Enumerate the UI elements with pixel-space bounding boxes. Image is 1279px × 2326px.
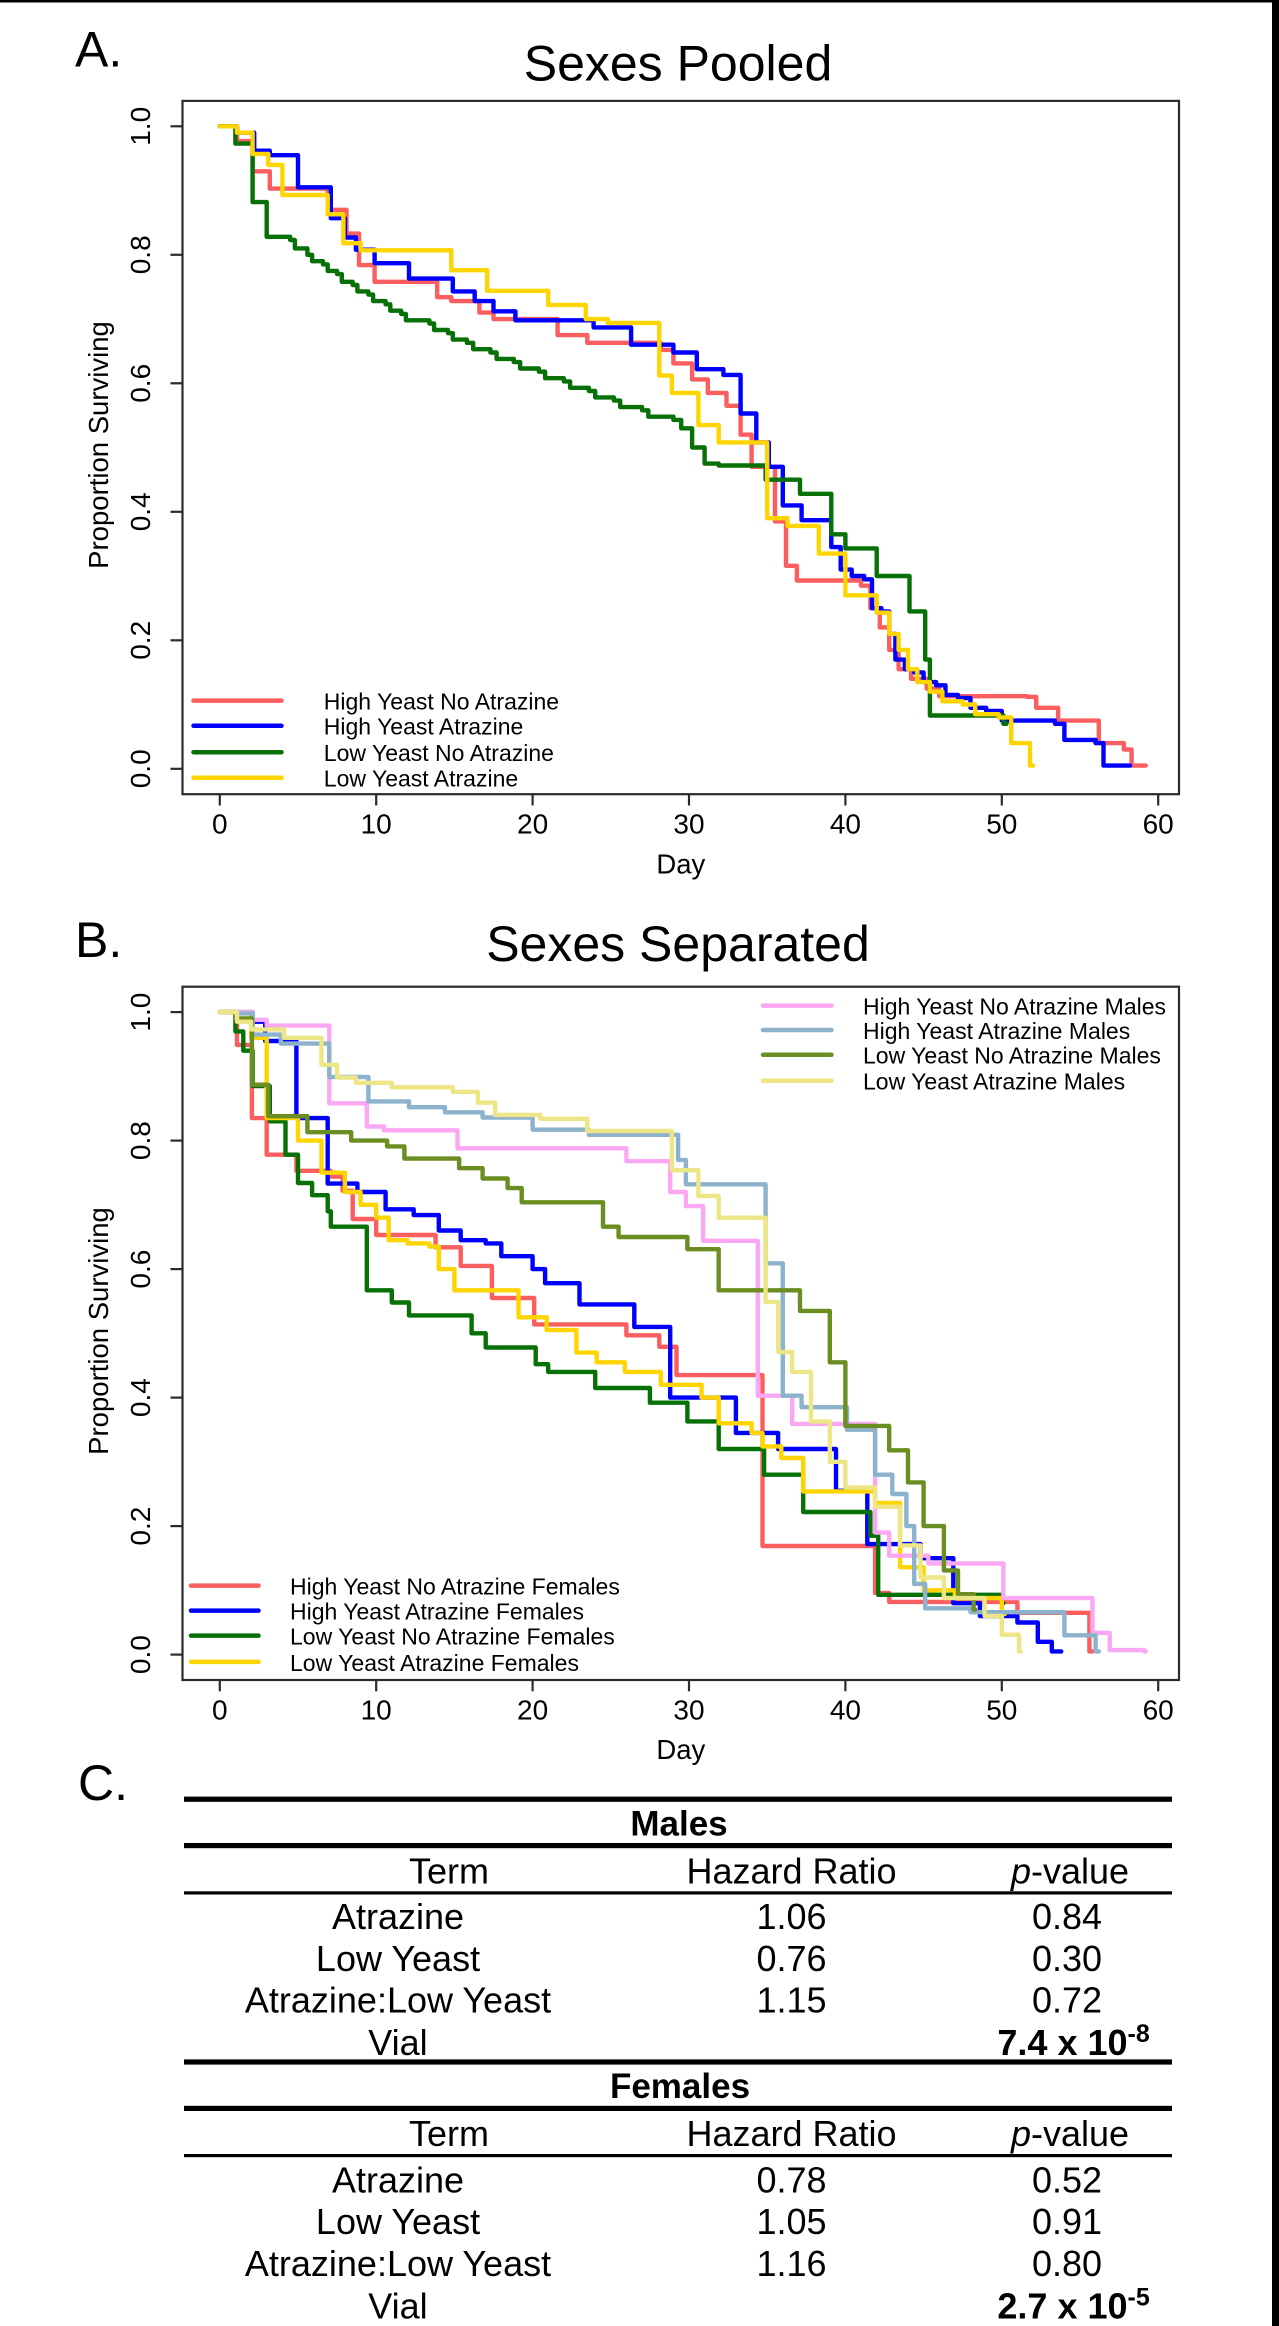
- svg-text:40: 40: [830, 1695, 861, 1726]
- svg-text:Low Yeast No Atrazine Males: Low Yeast No Atrazine Males: [863, 1043, 1161, 1069]
- svg-text:Atrazine:Low Yeast: Atrazine:Low Yeast: [245, 2243, 551, 2284]
- svg-text:High Yeast No Atrazine Males: High Yeast No Atrazine Males: [863, 994, 1166, 1020]
- svg-text:10: 10: [361, 809, 392, 840]
- svg-text:B.: B.: [75, 912, 122, 968]
- svg-text:60: 60: [1143, 809, 1174, 840]
- svg-text:1.16: 1.16: [756, 2243, 826, 2284]
- svg-text:High Yeast Atrazine: High Yeast Atrazine: [324, 714, 523, 740]
- svg-text:0.52: 0.52: [1032, 2159, 1102, 2200]
- svg-text:Males: Males: [630, 1805, 727, 1844]
- svg-text:30: 30: [673, 1695, 704, 1726]
- svg-text:Low Yeast: Low Yeast: [316, 1938, 480, 1979]
- svg-text:A.: A.: [75, 22, 122, 78]
- svg-text:C.: C.: [78, 1755, 128, 1811]
- svg-text:1.06: 1.06: [756, 1896, 826, 1937]
- svg-text:0.84: 0.84: [1032, 1896, 1102, 1937]
- svg-text:30: 30: [673, 809, 704, 840]
- svg-text:0.30: 0.30: [1032, 1938, 1102, 1979]
- svg-text:60: 60: [1143, 1695, 1174, 1726]
- svg-text:Low Yeast: Low Yeast: [316, 2201, 480, 2242]
- svg-text:0.2: 0.2: [125, 621, 156, 660]
- svg-text:Low Yeast No Atrazine Females: Low Yeast No Atrazine Females: [290, 1624, 615, 1650]
- svg-text:2.7 x 10-5: 2.7 x 10-5: [997, 2284, 1149, 2326]
- svg-text:Sexes Pooled: Sexes Pooled: [524, 36, 833, 92]
- svg-text:0.0: 0.0: [125, 749, 156, 788]
- svg-text:0.8: 0.8: [125, 235, 156, 274]
- svg-text:0.2: 0.2: [125, 1507, 156, 1546]
- svg-text:0.0: 0.0: [125, 1635, 156, 1674]
- svg-text:Females: Females: [610, 2067, 750, 2106]
- svg-text:1.05: 1.05: [756, 2201, 826, 2242]
- svg-text:40: 40: [830, 809, 861, 840]
- svg-text:1.0: 1.0: [125, 993, 156, 1032]
- svg-text:0.76: 0.76: [756, 1938, 826, 1979]
- svg-text:Proportion Surviving: Proportion Surviving: [83, 1207, 114, 1455]
- svg-text:20: 20: [517, 1695, 548, 1726]
- svg-text:50: 50: [986, 809, 1017, 840]
- svg-text:Vial: Vial: [368, 2022, 427, 2063]
- svg-text:Sexes Separated: Sexes Separated: [486, 916, 870, 972]
- svg-text:Hazard Ratio: Hazard Ratio: [686, 2113, 896, 2154]
- svg-text:0.80: 0.80: [1032, 2243, 1102, 2284]
- svg-text:50: 50: [986, 1695, 1017, 1726]
- svg-text:7.4 x 10-8: 7.4 x 10-8: [997, 2020, 1149, 2063]
- svg-text:Atrazine: Atrazine: [332, 2159, 464, 2200]
- svg-text:0.91: 0.91: [1032, 2201, 1102, 2242]
- svg-text:0: 0: [212, 809, 228, 840]
- svg-text:20: 20: [517, 809, 548, 840]
- svg-text:High Yeast No Atrazine Females: High Yeast No Atrazine Females: [290, 1574, 620, 1600]
- svg-text:Day: Day: [656, 848, 705, 879]
- svg-text:Atrazine: Atrazine: [332, 1896, 464, 1937]
- svg-text:0.4: 0.4: [125, 1378, 156, 1417]
- svg-text:Vial: Vial: [368, 2286, 427, 2326]
- svg-text:p-value: p-value: [1010, 1851, 1129, 1892]
- svg-text:Hazard Ratio: Hazard Ratio: [686, 1851, 896, 1892]
- svg-text:10: 10: [361, 1695, 392, 1726]
- svg-text:0.8: 0.8: [125, 1121, 156, 1160]
- svg-text:Low Yeast Atrazine: Low Yeast Atrazine: [324, 766, 518, 792]
- svg-text:0.6: 0.6: [125, 1250, 156, 1289]
- svg-text:0.78: 0.78: [756, 2159, 826, 2200]
- svg-text:Proportion Surviving: Proportion Surviving: [83, 321, 114, 569]
- svg-text:0.6: 0.6: [125, 364, 156, 403]
- svg-text:High Yeast Atrazine Males: High Yeast Atrazine Males: [863, 1018, 1130, 1044]
- svg-text:Term: Term: [409, 2113, 489, 2154]
- svg-text:0.72: 0.72: [1032, 1980, 1102, 2021]
- svg-text:1.0: 1.0: [125, 107, 156, 146]
- svg-text:0.4: 0.4: [125, 492, 156, 531]
- svg-text:High Yeast Atrazine Females: High Yeast Atrazine Females: [290, 1599, 584, 1625]
- svg-text:Atrazine:Low Yeast: Atrazine:Low Yeast: [245, 1980, 551, 2021]
- svg-text:Term: Term: [409, 1851, 489, 1892]
- svg-text:Day: Day: [656, 1734, 705, 1765]
- svg-text:1.15: 1.15: [756, 1980, 826, 2021]
- svg-text:Low Yeast No Atrazine: Low Yeast No Atrazine: [324, 740, 554, 766]
- svg-text:High Yeast No Atrazine: High Yeast No Atrazine: [324, 689, 559, 715]
- svg-text:p-value: p-value: [1010, 2113, 1129, 2154]
- svg-text:0: 0: [212, 1695, 228, 1726]
- svg-text:Low Yeast Atrazine Males: Low Yeast Atrazine Males: [863, 1069, 1125, 1095]
- svg-text:Low Yeast Atrazine Females: Low Yeast Atrazine Females: [290, 1650, 579, 1676]
